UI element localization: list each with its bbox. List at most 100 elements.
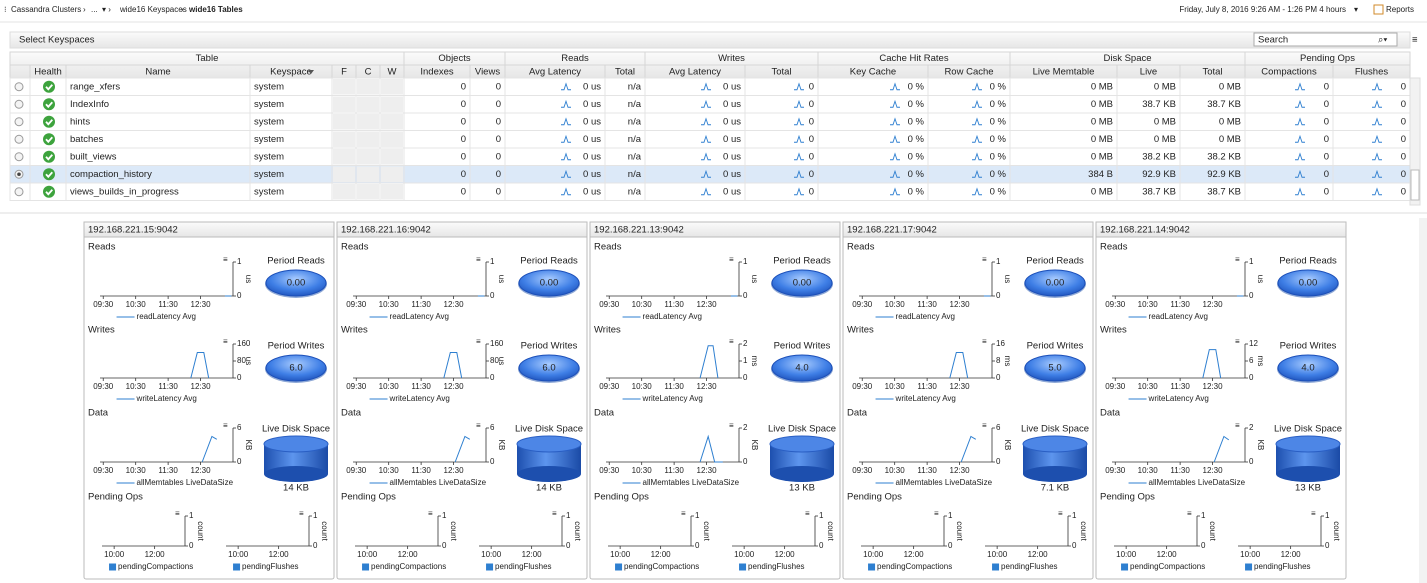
column-header[interactable]: C — [365, 67, 372, 78]
panel-title-bar — [589, 221, 841, 238]
chart-menu-icon[interactable]: ≡ — [476, 337, 481, 346]
y-unit: count — [320, 521, 329, 541]
chart-menu-icon[interactable]: ≡ — [982, 337, 987, 346]
column-header[interactable]: Total — [771, 67, 791, 78]
chart-menu-icon[interactable]: ≡ — [982, 421, 987, 430]
disk-bottom — [1023, 466, 1087, 482]
y-tick-label: 1 — [1201, 511, 1206, 520]
chart-menu-icon[interactable]: ≡ — [1235, 337, 1240, 346]
legend-label: pendingCompactions — [877, 562, 952, 571]
column-header[interactable]: Health — [34, 67, 61, 78]
y-tick-label: 1 — [442, 511, 447, 520]
column-header[interactable]: Avg Latency — [669, 67, 721, 78]
column-header[interactable]: Flushes — [1355, 67, 1389, 78]
chart-menu-icon[interactable]: ≡ — [729, 337, 734, 346]
y-unit: ms — [750, 356, 759, 367]
row-radio[interactable] — [14, 82, 24, 92]
table-cell: 0 — [1324, 134, 1329, 145]
x-tick-label: 10:30 — [885, 466, 906, 475]
y-tick-label: 8 — [996, 356, 1001, 365]
chart-menu-icon[interactable]: ≡ — [552, 509, 557, 518]
chart-menu-icon[interactable]: ≡ — [1235, 255, 1240, 264]
x-tick-label: 10:00 — [228, 550, 249, 559]
y-tick-label: 0 — [1249, 291, 1254, 300]
table-cell: system — [254, 186, 284, 197]
column-header[interactable]: Views — [475, 67, 500, 78]
search-box[interactable] — [1253, 32, 1398, 47]
column-header[interactable]: Live Memtable — [1033, 67, 1095, 78]
row-radio[interactable] — [14, 99, 24, 109]
chart-menu-icon[interactable]: ≡ — [476, 421, 481, 430]
chart-menu-icon[interactable]: ≡ — [1235, 421, 1240, 430]
table: Table Objects Reads Writes Cache Hit Rates Di… — [9, 51, 1421, 206]
table-cell: views_builds_in_progress — [70, 186, 179, 197]
table-cell: 0 % — [990, 151, 1007, 162]
gauge-label: Period Reads — [520, 256, 578, 267]
row-radio[interactable] — [14, 117, 24, 127]
chart-menu-icon[interactable]: ≡ — [476, 255, 481, 264]
row-radio[interactable] — [14, 187, 24, 197]
column-header[interactable]: Name — [145, 67, 170, 78]
chart-menu-icon[interactable]: ≡ — [175, 509, 180, 518]
chart-menu-icon[interactable]: ≡ — [729, 421, 734, 430]
column-header[interactable]: Compactions — [1261, 67, 1317, 78]
sparkline-icon — [561, 169, 571, 178]
legend-marker — [362, 563, 370, 571]
column-header[interactable]: W — [388, 67, 397, 78]
crumb[interactable]: ... — [91, 5, 98, 14]
legend-label: pendingFlushes — [1001, 562, 1057, 571]
gauge-label: Period Writes — [521, 341, 578, 352]
column-header[interactable]: Live — [1140, 67, 1157, 78]
chart-menu-icon[interactable]: ≡ — [223, 421, 228, 430]
column-header[interactable]: Key Cache — [850, 67, 896, 78]
x-tick-label: 09:30 — [93, 466, 114, 475]
crumb[interactable]: Cassandra Clusters — [11, 5, 81, 14]
column-header[interactable]: Keyspace — [270, 67, 312, 78]
column-header[interactable]: F — [341, 67, 347, 78]
chart-menu-icon[interactable]: ≡ — [223, 337, 228, 346]
x-tick-label: 11:30 — [1170, 382, 1190, 391]
table-cell: 0 — [1401, 134, 1406, 145]
y-tick-label: 0 — [490, 291, 495, 300]
menu-icon[interactable]: ≡ — [1412, 35, 1418, 46]
column-header[interactable]: Indexes — [420, 67, 454, 78]
scrollbar[interactable] — [1419, 218, 1427, 583]
sparkline-icon — [890, 82, 900, 91]
column-header[interactable]: Total — [1202, 67, 1222, 78]
chart-menu-icon[interactable]: ≡ — [299, 509, 304, 518]
reports[interactable]: Reports — [1386, 5, 1414, 14]
x-tick-label: 12:00 — [1157, 550, 1178, 559]
chart-menu-icon[interactable]: ≡ — [1187, 509, 1192, 518]
chart-menu-icon[interactable]: ≡ — [428, 509, 433, 518]
chart-menu-icon[interactable]: ≡ — [223, 255, 228, 264]
table-cell: 0 — [1401, 81, 1406, 92]
table-cell: compaction_history — [70, 169, 152, 180]
row-radio[interactable] — [14, 134, 24, 144]
row-radio[interactable] — [14, 152, 24, 162]
scrollbar[interactable] — [1409, 77, 1421, 206]
chart-menu-icon[interactable]: ≡ — [1058, 509, 1063, 518]
legend-label: allMemtables LiveDataSize — [643, 478, 740, 487]
chart-menu-icon[interactable]: ≡ — [681, 509, 686, 518]
table-cell: 0 us — [583, 151, 601, 162]
y-unit: count — [1079, 521, 1088, 541]
chart-menu-icon[interactable]: ≡ — [982, 255, 987, 264]
x-tick-label: 12:30 — [444, 466, 465, 475]
search-placeholder: Search — [1258, 35, 1288, 46]
dropdown-arrow[interactable]: ▾ — [1354, 5, 1358, 14]
table-cell: n/a — [628, 151, 642, 162]
column-header[interactable]: Row Cache — [944, 67, 993, 78]
chart-menu-icon[interactable]: ≡ — [729, 255, 734, 264]
time-range[interactable]: Friday, July 8, 2016 9:26 AM - 1:26 PM 4… — [1179, 5, 1346, 14]
crumb[interactable]: wide16 Keyspaces — [119, 5, 187, 14]
row-radio-dot — [17, 172, 21, 177]
chart-menu-icon[interactable]: ≡ — [1311, 509, 1316, 518]
scroll-thumb[interactable] — [1410, 169, 1420, 201]
sparkline-icon — [561, 117, 571, 126]
chart-menu-icon[interactable]: ≡ — [934, 509, 939, 518]
column-header[interactable]: Avg Latency — [529, 67, 581, 78]
column-header[interactable]: Total — [615, 67, 635, 78]
gauge-value: 0.00 — [540, 278, 559, 289]
gauge — [1277, 269, 1339, 297]
chart-menu-icon[interactable]: ≡ — [805, 509, 810, 518]
